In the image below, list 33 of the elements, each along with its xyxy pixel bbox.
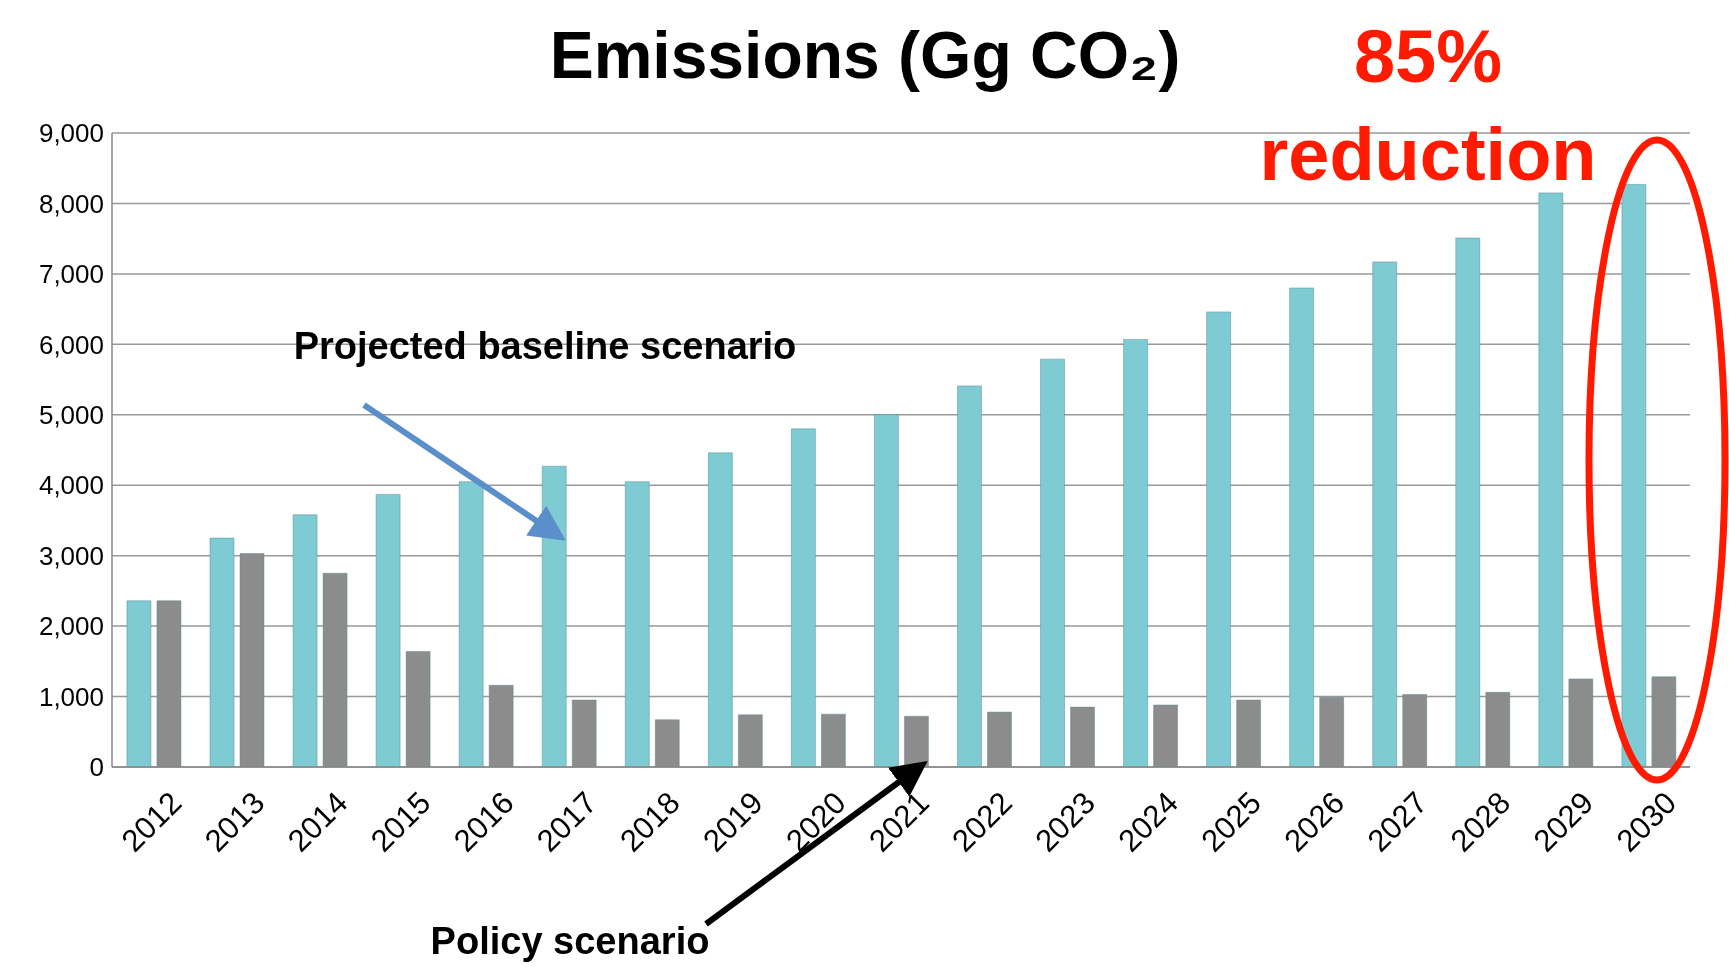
bar [708,452,733,767]
bar [541,465,567,767]
bar [1455,237,1481,767]
y-tick-label: 1,000 [38,681,104,712]
text: Policy scenario [429,920,711,963]
bar [126,600,152,767]
bar [957,385,982,767]
bar [375,494,401,767]
y-tick-label: 0 [89,752,104,783]
annotation: 85% reduction [1258,14,1598,198]
bar [791,428,816,767]
bar [1206,311,1231,767]
y-tick-label: 9,000 [38,118,104,149]
y-tick-label: 4,000 [38,470,104,501]
chart-title: Emissions (Gg CO₂) [549,18,1181,92]
bar [1123,339,1148,767]
y-tick-label: 3,000 [38,540,104,571]
y-tick-label: 2,000 [38,611,104,642]
bar [209,537,235,767]
bar [874,414,899,767]
y-tick-label: 6,000 [38,329,104,360]
bar [625,481,650,767]
bar [458,481,484,767]
bar [1621,184,1647,767]
annotation: Projected baseline scenario [292,325,798,368]
bar [1289,287,1314,767]
y-tick-label: 5,000 [38,400,104,431]
y-tick-label: 7,000 [38,259,104,290]
bar [1040,358,1065,767]
y-tick-label: 8,000 [38,188,104,219]
bar [1372,261,1397,767]
bar [1538,192,1564,767]
bar [292,514,318,767]
